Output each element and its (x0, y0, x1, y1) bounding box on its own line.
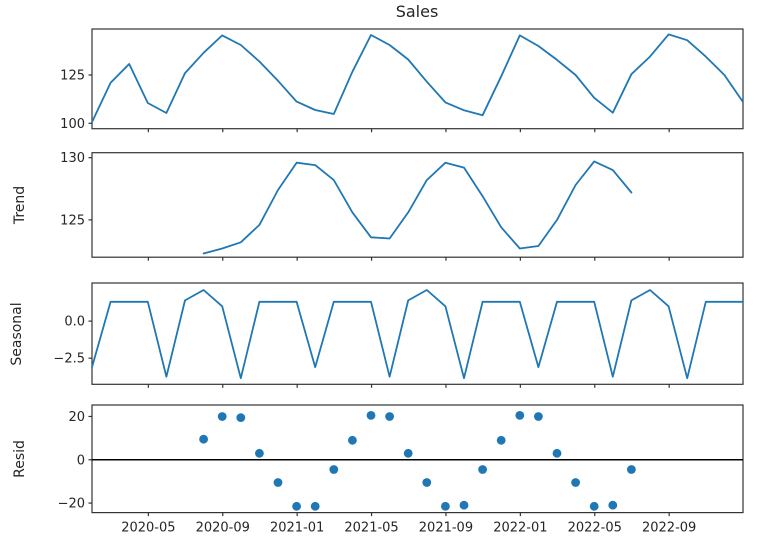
y-tick-label: −2.5 (53, 352, 85, 367)
x-tick-label: 2021-01 (270, 521, 324, 536)
resid-point (403, 448, 413, 458)
y-tick-label: 125 (60, 69, 85, 84)
x-tick-label: 2021-09 (419, 521, 473, 536)
y-tick-label: 20 (68, 410, 85, 425)
observed-spines (91, 28, 744, 130)
resid-point (348, 435, 357, 445)
x-tick-label: 2022-05 (568, 521, 622, 536)
resid-point (534, 412, 543, 421)
resid-point (589, 501, 599, 511)
resid-point (366, 411, 376, 420)
y-tick-label: 130 (60, 151, 85, 166)
resid-point (552, 448, 562, 458)
trend-line (202, 160, 633, 255)
resid-point (236, 413, 246, 422)
panel-trend: 130 125 (60, 151, 744, 261)
y-tick-label: 125 (60, 213, 85, 228)
resid-point (255, 448, 264, 458)
panel-observed: 125 100 (60, 28, 744, 133)
resid-point (310, 501, 320, 511)
seasonal-line (91, 289, 744, 380)
x-tick-label: 2022-01 (493, 521, 547, 536)
resid-point (217, 412, 227, 421)
resid-point (273, 478, 283, 487)
resid-point (478, 465, 487, 474)
y-tick-label: 100 (60, 117, 85, 132)
x-tick-label: 2021-05 (344, 521, 398, 536)
y-tick-label: −20 (58, 497, 85, 512)
observed-line (91, 33, 744, 123)
resid-point (422, 478, 432, 487)
trend-spines (91, 152, 744, 258)
resid-point (608, 500, 618, 510)
y-tick-label: 0.0 (64, 315, 85, 330)
resid-point (571, 478, 580, 487)
x-tick-label: 2020-05 (121, 521, 175, 536)
resid-point (496, 435, 506, 445)
resid-point (199, 434, 209, 444)
resid-point (292, 501, 301, 511)
resid-point (441, 501, 450, 511)
panel-resid: 20 0 −20 2020-05 2020-09 2021-01 2021-05 2021-0… (58, 404, 744, 536)
y-tick-label: 0 (77, 453, 85, 468)
seasonal-spines (91, 282, 744, 385)
chart-title: Sales (395, 2, 439, 21)
resid-point (385, 412, 394, 421)
x-tick-label: 2022-09 (642, 521, 696, 536)
resid-point (515, 411, 525, 420)
resid-point (459, 500, 469, 510)
resid-point (627, 465, 636, 474)
resid-spines (91, 404, 744, 514)
resid-point (329, 465, 339, 474)
panel-seasonal: 0.0 −2.5 (53, 282, 744, 388)
x-tick-label: 2020-09 (196, 521, 250, 536)
